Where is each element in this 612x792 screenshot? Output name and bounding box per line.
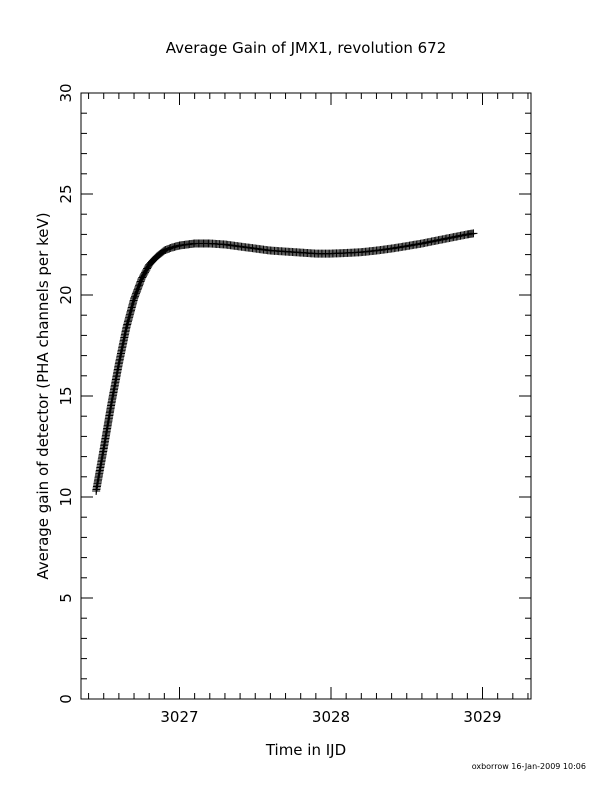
y-tick-label: 0 xyxy=(57,694,75,704)
y-tick-label: 25 xyxy=(57,184,75,203)
data-point-interp xyxy=(136,277,145,286)
data-point-interp xyxy=(157,249,166,258)
y-tick-label: 20 xyxy=(57,285,75,304)
x-tick-label: 3029 xyxy=(463,708,501,726)
y-tick-label: 15 xyxy=(57,386,75,405)
y-tick-label: 30 xyxy=(57,83,75,102)
data-point-interp xyxy=(468,229,477,238)
data-points xyxy=(92,229,478,495)
x-tick-label: 3027 xyxy=(160,708,198,726)
x-axis-label: Time in IJD xyxy=(265,741,346,759)
x-tick-label: 3028 xyxy=(312,708,350,726)
axis-ticks xyxy=(81,92,531,700)
y-tick-labels: 0 5 10 15 20 25 30 xyxy=(57,83,75,703)
plot-frame xyxy=(80,92,532,700)
y-tick-label: 10 xyxy=(57,487,75,506)
data-point-interp xyxy=(149,255,158,264)
y-tick-label: 5 xyxy=(57,593,75,603)
data-point-interp xyxy=(165,244,174,253)
chart-title: Average Gain of JMX1, revolution 672 xyxy=(166,39,447,57)
y-axis-label: Average gain of detector (PHA channels p… xyxy=(34,212,52,579)
footer-stamp: oxborrow 16-Jan-2009 10:06 xyxy=(472,762,586,771)
x-tick-labels: 3027 3028 3029 xyxy=(160,708,501,726)
